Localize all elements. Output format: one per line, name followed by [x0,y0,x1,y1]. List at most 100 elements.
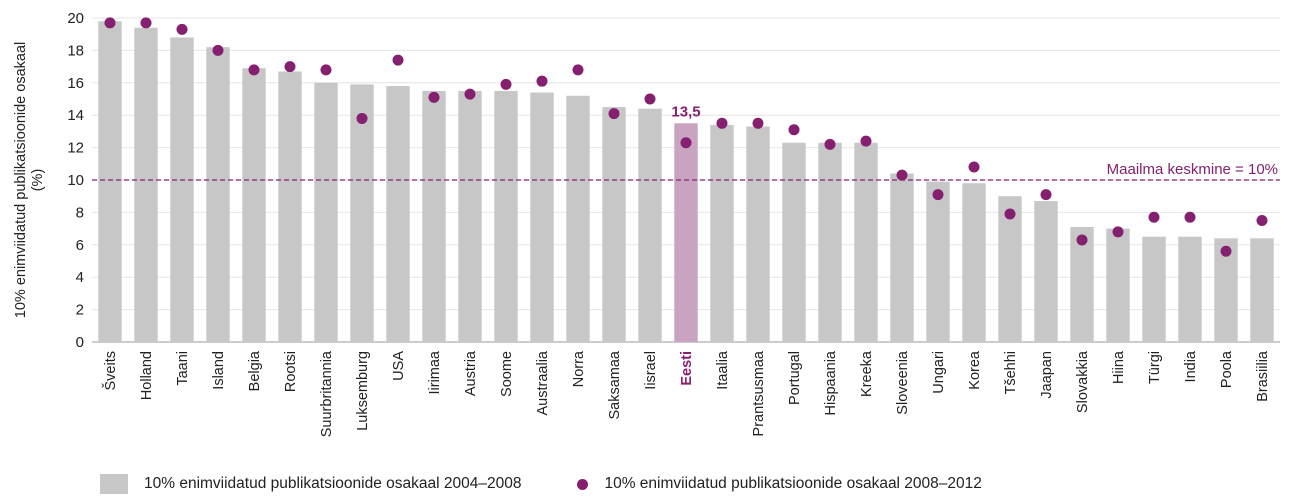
y-axis-title-line-1: 10% enimviidatud publikatsioonide osakaa… [13,42,29,318]
bar-32 [1214,238,1238,342]
dot-6 [284,61,296,73]
x-tick-label: Tšehhi [1003,351,1019,395]
y-tick-label: 14 [67,107,84,124]
x-tick-label: India [1183,350,1199,382]
bar-29 [1106,228,1130,342]
reference-line-group: Maailma keskmine = 10% [92,161,1280,181]
x-tick-label: Belgia [247,350,263,391]
dot-31 [1184,211,1196,223]
y-tick-label: 0 [76,334,84,351]
dot-20 [788,124,800,136]
bar-16 [638,108,662,342]
legend: 10% enimviidatud publikatsioonide osakaa… [100,470,1038,498]
bar-2 [134,27,158,342]
x-tick-label: Šveits [102,351,119,391]
y-tick-label: 6 [76,237,84,254]
y-tick-label: 16 [67,75,84,92]
x-tick-label: Itaalia [715,350,731,390]
bar-10 [422,90,446,343]
bar-12 [494,90,518,343]
legend-dot-swatch [577,478,589,490]
dot-8 [356,112,368,124]
bar-21 [818,142,842,342]
dot-10 [428,91,440,103]
x-tick-label: Island [211,351,227,390]
bar-26 [998,196,1022,342]
dot-5 [248,64,260,76]
dot-12 [500,78,512,90]
dot-7 [320,64,332,76]
legend-bar-swatch [100,474,128,494]
x-tick-label: Prantsusmaa [751,350,767,436]
bar-27 [1034,201,1058,342]
legend-dot-label: 10% enimviidatud publikatsioonide osakaa… [604,475,982,492]
bar-23 [890,173,914,342]
dot-25 [968,161,980,173]
x-tick-label: Jaapan [1039,351,1055,399]
x-tick-label: Iirimaa [427,350,443,394]
x-tick-label: Taani [175,351,191,386]
x-tick-label: Brasiilia [1255,350,1271,402]
bar-33 [1250,238,1274,342]
y-axis-title-line-2: (%) [30,169,46,192]
dot-17 [680,137,692,149]
y-tick-label: 18 [67,42,84,59]
reference-line-label: Maailma keskmine = 10% [1107,161,1278,178]
bar-series: 13,5 [98,21,1274,343]
dot-32 [1220,245,1232,257]
x-tick-label: USA [391,351,407,381]
dot-19 [752,117,764,129]
x-tick-label: Türgi [1147,351,1163,384]
x-tick-label: Poola [1219,350,1235,388]
dot-29 [1112,226,1124,238]
bar-7 [314,82,338,343]
y-tick-label: 20 [67,10,84,27]
x-tick-label: Austria [463,350,479,396]
x-tick-label: Hiina [1111,350,1127,384]
bar-14 [566,95,590,342]
bar-19 [746,126,770,342]
x-tick-label: Rootsi [283,351,299,392]
bar-20 [782,142,806,342]
dot-series [104,17,1268,257]
dot-2 [140,17,152,29]
x-tick-label: Luksemburg [355,351,371,431]
bar-24 [926,181,950,342]
bar-5 [242,68,266,342]
dot-22 [860,135,872,147]
bar-4 [206,47,230,342]
y-axis-title: 10% enimviidatud publikatsioonide osakaa… [13,42,46,318]
dot-21 [824,138,836,150]
y-axis-ticks: 0 2 4 6 8 10 12 14 16 18 20 [67,10,84,351]
x-tick-label: Iisrael [643,351,659,390]
bar-1 [98,21,122,343]
x-tick-label: Korea [967,350,983,390]
dot-27 [1040,189,1052,201]
x-tick-label: Hispaania [823,350,839,415]
bar-17 [674,123,698,342]
bar-31 [1178,236,1202,342]
x-tick-label: Suurbritannia [319,350,335,437]
dot-30 [1148,211,1160,223]
x-tick-label: Norra [571,350,587,387]
bar-22 [854,142,878,342]
dot-13 [536,75,548,87]
x-tick-label: Soome [499,351,515,397]
x-tick-label: Kreeka [859,350,875,397]
bar-13 [530,92,554,343]
legend-item-dots: 10% enimviidatud publikatsioonide osakaa… [577,475,982,493]
x-axis-labels: Šveits Holland Taani Island Belgia Rootsi Suur… [102,350,1271,437]
bar-6 [278,71,302,343]
y-tick-label: 10 [67,172,84,189]
dot-18 [716,117,728,129]
x-tick-label: Slovakkia [1075,350,1091,413]
dot-15 [608,108,620,120]
x-tick-label: Holland [139,351,155,400]
bar-30 [1142,236,1166,342]
y-tick-label: 2 [76,302,84,319]
dot-28 [1076,234,1088,246]
dot-23 [896,169,908,181]
dot-4 [212,44,224,56]
bar-28 [1070,226,1094,342]
bar-8 [350,84,374,343]
